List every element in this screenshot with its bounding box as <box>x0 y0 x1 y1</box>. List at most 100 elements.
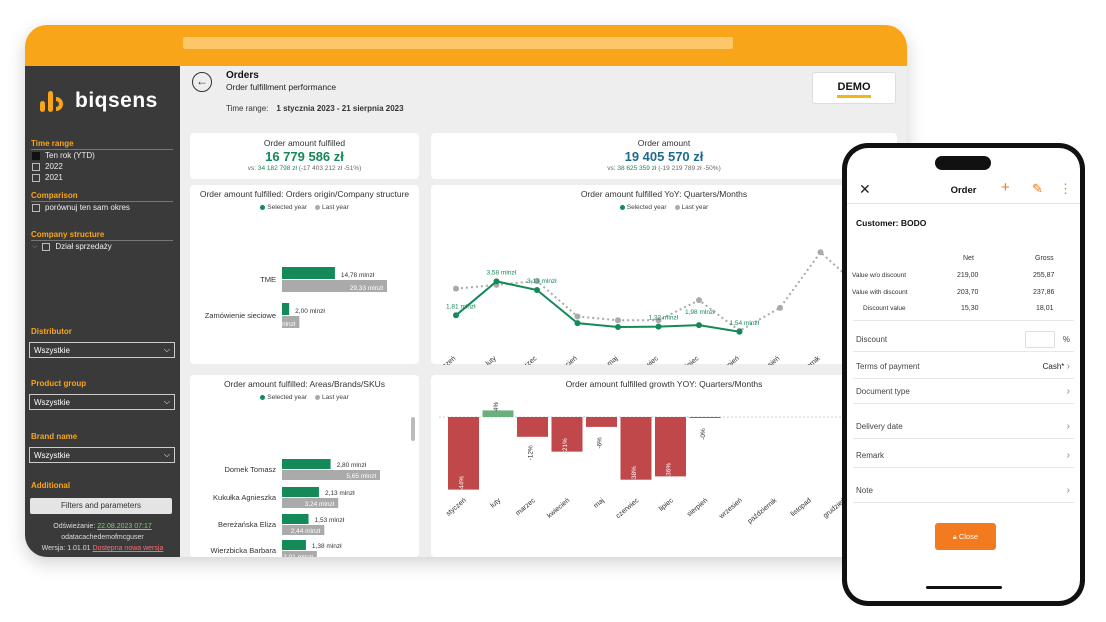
company-structure-title: Company structure <box>31 230 105 239</box>
table-cell-net: 203,70 <box>957 289 979 296</box>
category-label: Zamówienie sieciowe <box>205 311 276 320</box>
category-label: Domek Tomasz <box>224 465 276 474</box>
page-subtitle: Order fulfillment performance <box>226 82 337 92</box>
x-tick-label: czerwiec <box>615 497 641 520</box>
legend-dot <box>674 205 680 210</box>
point-last-year <box>696 297 702 304</box>
bar-selected <box>282 487 319 497</box>
data-label: 3,58 mlnzł <box>487 269 517 276</box>
table-cell-gross: 255,87 <box>1033 272 1055 279</box>
comparison-option[interactable]: porównuj ten sam okres <box>32 203 130 212</box>
x-tick-label: kwiecień <box>546 497 571 520</box>
chart-legend: Selected year Last year <box>190 204 419 211</box>
refresh-link[interactable]: 22.08.2023 07:17 <box>97 523 152 530</box>
close-button[interactable]: 🔒︎ Close <box>935 523 996 550</box>
document-type-row[interactable]: Document type › <box>853 380 1074 404</box>
brand-name-select[interactable]: Wszystkie ⌵ <box>29 447 175 463</box>
distributor-title: Distributor <box>31 327 72 336</box>
customer-name: Customer: BODO <box>856 218 927 228</box>
data-label: 1,54 mlnzł <box>730 320 760 327</box>
x-tick-label: październik <box>747 497 779 525</box>
kpi-comparison: vs: 38 625 359 zł (-19 219 789 zł -50%) <box>431 165 897 172</box>
x-tick-label: sierpień <box>718 355 741 365</box>
x-tick-label: sierpień <box>686 497 709 518</box>
scrollbar[interactable] <box>411 417 415 441</box>
chart-yoy-card[interactable]: Order amount fulfilled YoY: Quarters/Mon… <box>431 185 897 365</box>
document-type-label: Document type <box>856 387 910 396</box>
new-version-link[interactable]: Dostępna nowa wersja <box>92 545 164 552</box>
back-button[interactable]: ← <box>192 72 212 92</box>
product-group-select[interactable]: Wszystkie ⌵ <box>29 394 175 410</box>
divider <box>31 149 173 150</box>
bar-selected <box>282 514 309 524</box>
table-row-label: Value w/o discount <box>852 272 907 279</box>
kpi-sub-prefix: vs: <box>607 165 618 172</box>
point-selected-year <box>534 287 540 294</box>
data-label: -44% <box>459 476 466 491</box>
legend-dot <box>315 205 320 210</box>
data-label: 2,44 mlnzł <box>291 528 321 535</box>
chevron-down-icon: ⌵ <box>163 397 170 406</box>
discount-input[interactable] <box>1024 331 1055 348</box>
category-label: TME <box>260 275 276 284</box>
legend-last: Last year <box>315 394 349 401</box>
discount-label: Discount <box>856 335 888 344</box>
phone-screen: ✕ Order + ✎ ⋮ Customer: BODO Net Gross V… <box>847 148 1080 601</box>
series-line-selected-year <box>455 280 740 333</box>
x-tick-label: wrzesień <box>755 355 782 365</box>
category-label: Kukułka Agnieszka <box>213 493 277 502</box>
remark-row[interactable]: Remark › <box>853 444 1074 468</box>
legend-last: Last year <box>315 204 349 211</box>
close-icon[interactable]: ✕ <box>859 181 871 197</box>
more-icon[interactable]: ⋮ <box>1059 181 1072 196</box>
filters-button[interactable]: Filters and parameters <box>30 498 172 514</box>
table-header-gross: Gross <box>1035 255 1054 262</box>
refresh-info: Odświeżanie: 22.08.2023 07:17 <box>25 523 180 530</box>
edit-icon[interactable]: ✎ <box>1032 181 1043 196</box>
product-group-title: Product group <box>31 379 87 388</box>
chevron-down-icon: ⌵ <box>163 450 170 459</box>
note-label: Note <box>856 486 873 495</box>
data-label: 1,38 mlnzł <box>312 543 342 550</box>
time-range-2022[interactable]: 2022 <box>32 162 63 171</box>
table-cell-net: 15,30 <box>961 305 979 312</box>
data-label: 4,85 mlnzł <box>266 321 296 328</box>
point-selected-year <box>453 312 459 319</box>
bar-selected <box>282 540 306 550</box>
areas-chart: Domek Tomasz 2,80 mlnzł 5,65 mlnzł Kukułka … <box>211 459 380 557</box>
terms-label: Terms of payment <box>856 362 920 371</box>
x-tick-label: wrzesień <box>717 497 744 521</box>
point-selected-year <box>736 328 743 335</box>
kpi-card-fulfilled[interactable]: Order amount fulfilled 16 779 586 zł vs:… <box>190 133 419 179</box>
legend-selected: Selected year <box>260 204 307 211</box>
bar-negative <box>655 417 686 477</box>
time-range-ytd[interactable]: Ten rok (YTD) <box>32 151 95 160</box>
x-tick-label: styczeń <box>445 497 468 518</box>
chart-areas-card[interactable]: Order amount fulfilled: Areas/Brands/SKU… <box>190 375 419 557</box>
x-tick-label: lipiec <box>658 497 675 513</box>
x-tick-label: listopad <box>790 497 813 518</box>
chart-legend: Selected year Last year <box>190 394 419 401</box>
note-row[interactable]: Note › <box>853 479 1074 503</box>
data-label: 3,13 mlnzł <box>527 278 557 285</box>
time-range-2021[interactable]: 2021 <box>32 173 63 182</box>
data-label: -38% <box>631 466 638 481</box>
kpi-comparison: vs: 34 182 798 zł (-17 403 212 zł -51%) <box>190 165 419 172</box>
distributor-select[interactable]: Wszystkie ⌵ <box>29 342 175 358</box>
kpi-sub-prefix: vs: <box>247 165 258 172</box>
chart-growth-card[interactable]: Order amount fulfilled growth YOY: Quart… <box>431 375 897 557</box>
data-label: 2,01 mlnzł <box>283 554 313 557</box>
delivery-date-row[interactable]: Delivery date › <box>853 415 1074 439</box>
company-structure-option[interactable]: ⌵ Dział sprzedaży <box>32 242 112 251</box>
bar-last <box>282 498 339 508</box>
kpi-sub-main: 38 625 359 zł <box>617 165 657 172</box>
category-label: Bereżańska Eliza <box>218 520 277 529</box>
point-selected-year <box>493 278 500 285</box>
kpi-card-amount[interactable]: Order amount 19 405 570 zł vs: 38 625 35… <box>431 133 897 179</box>
terms-row[interactable]: Terms of payment Cash* › <box>853 355 1074 379</box>
table-header-net: Net <box>963 255 974 262</box>
add-icon[interactable]: + <box>1001 179 1010 196</box>
legend-dot <box>260 205 266 210</box>
chart-origin-card[interactable]: Order amount fulfilled: Orders origin/Co… <box>190 185 419 364</box>
discount-control: % <box>1024 331 1070 348</box>
